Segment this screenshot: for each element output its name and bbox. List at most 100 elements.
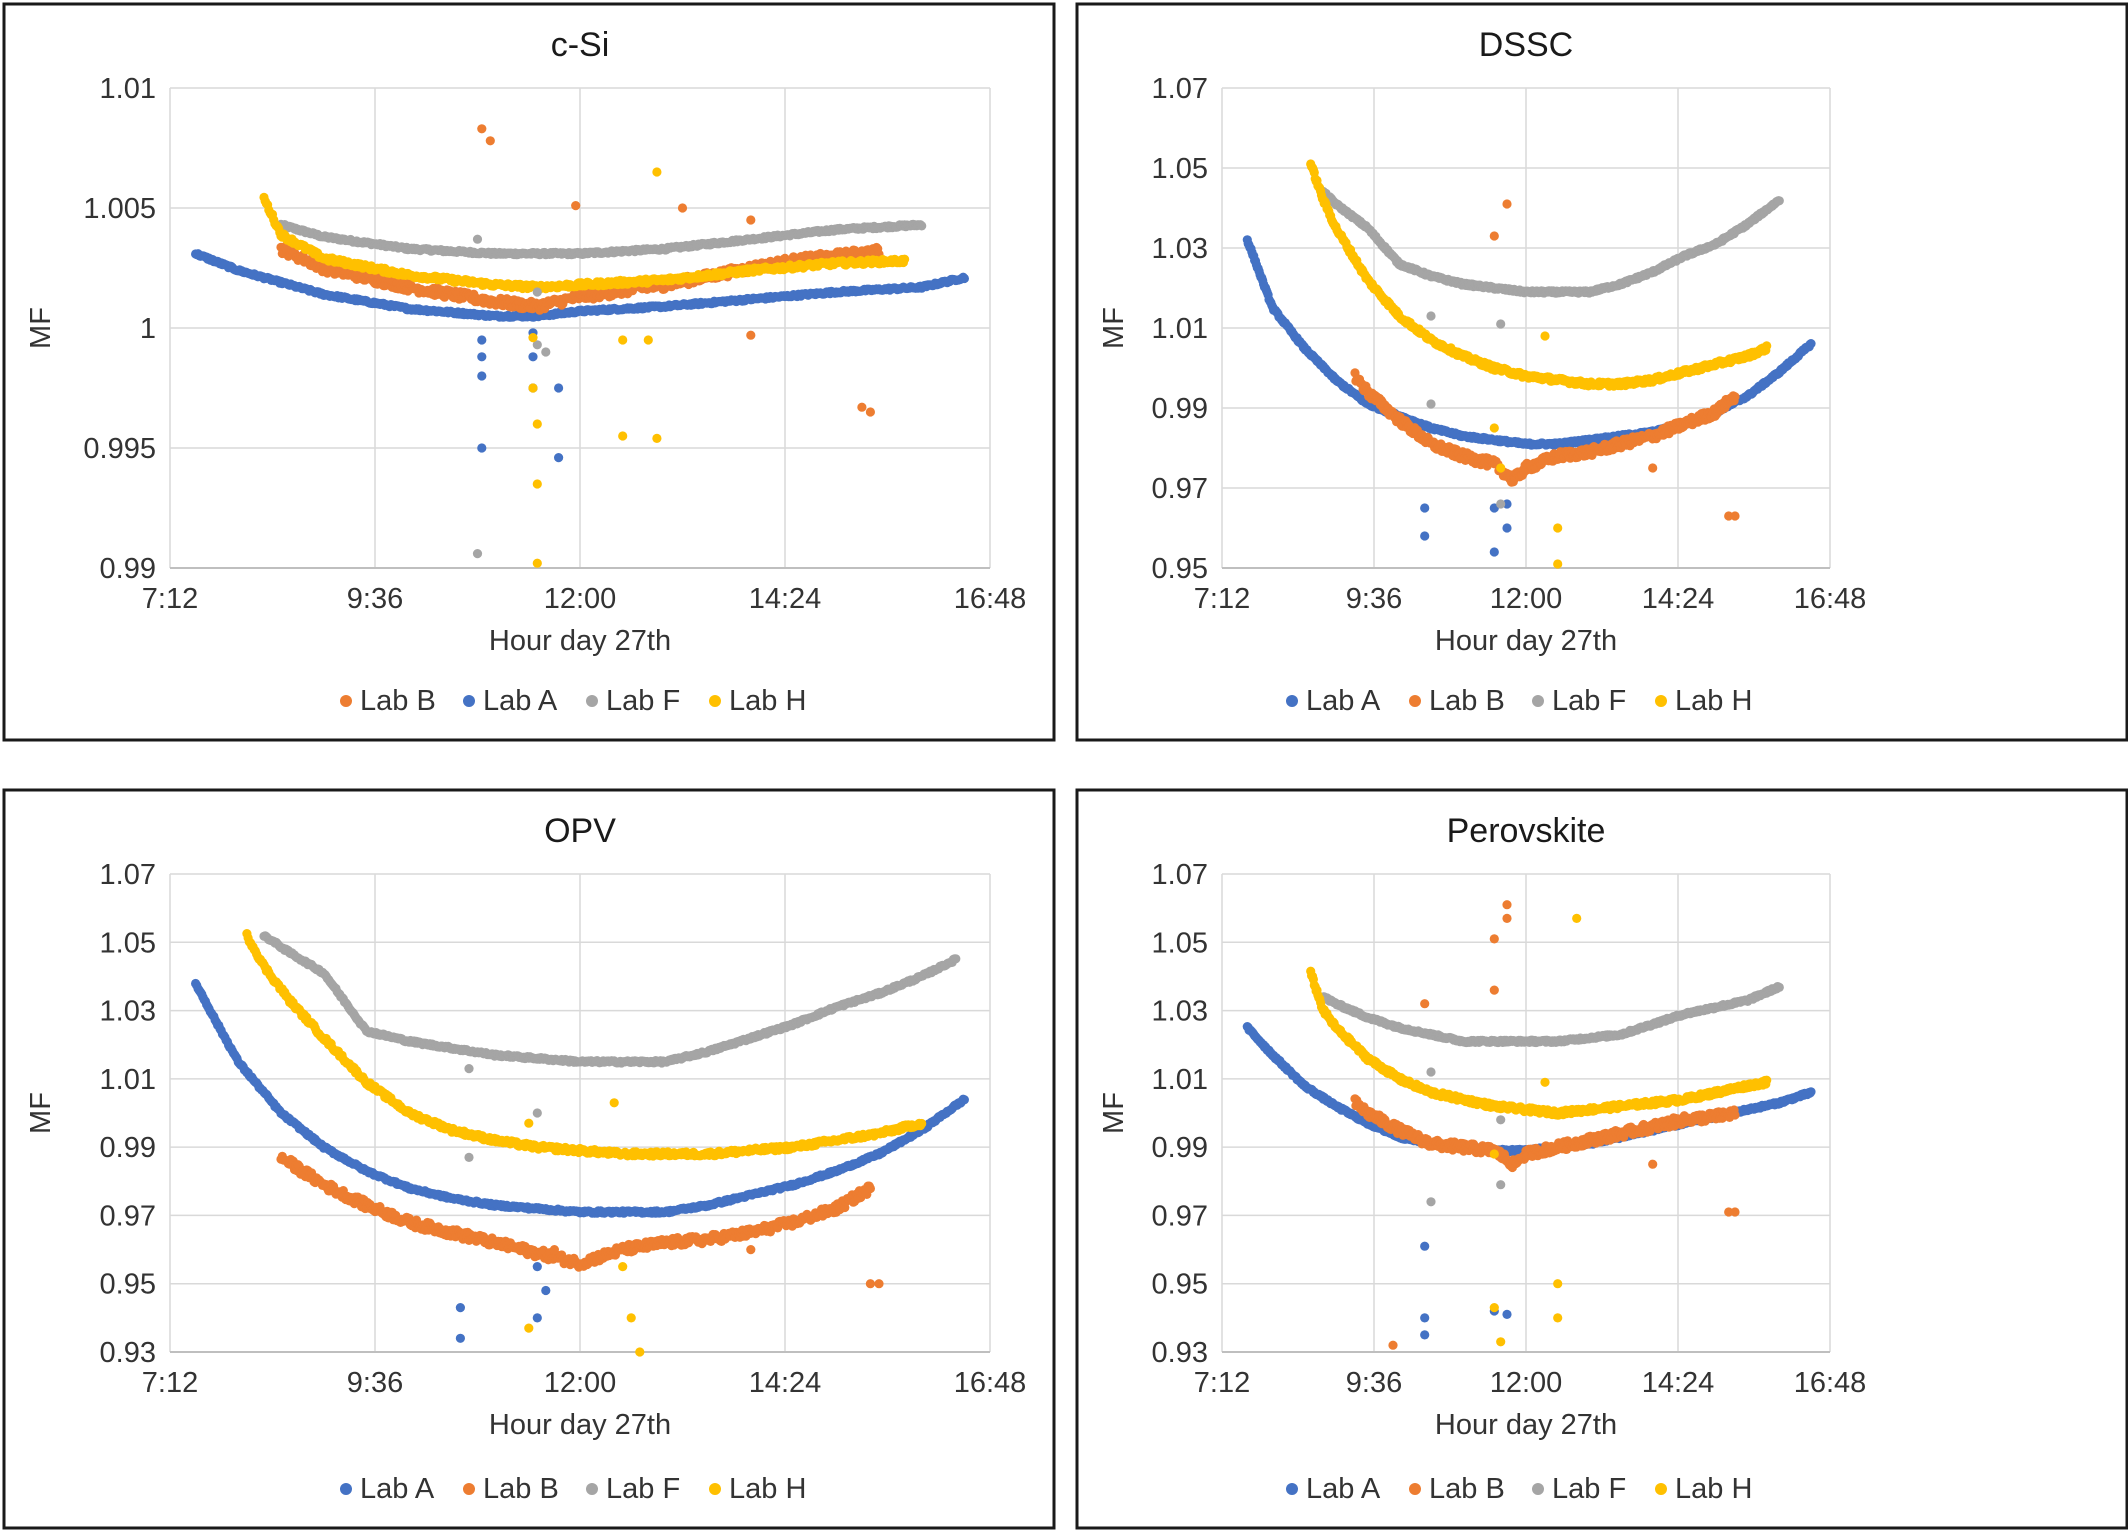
panel-frame — [2, 2, 1056, 742]
outlier-point — [746, 215, 756, 225]
outlier-point — [857, 402, 867, 412]
y-tick-label: 0.93 — [100, 1337, 156, 1369]
data-point — [1774, 196, 1784, 206]
y-tick-label: 0.95 — [100, 1269, 156, 1301]
outlier-point — [677, 203, 688, 213]
outlier-point — [477, 371, 487, 381]
x-tick-label: 14:24 — [749, 583, 822, 615]
legend-entry: Lab F — [606, 685, 680, 717]
y-tick-label: 1.05 — [1152, 153, 1208, 185]
outlier-point — [1496, 499, 1506, 509]
legend-entry: Lab A — [1306, 685, 1381, 717]
x-tick-label: 7:12 — [142, 1367, 198, 1399]
outlier-point — [532, 558, 542, 568]
outlier-point — [1426, 311, 1436, 321]
x-tick-label: 14:24 — [1642, 583, 1715, 615]
legend-marker — [1655, 695, 1667, 707]
outlier-point — [477, 124, 487, 134]
outlier-point — [1540, 331, 1550, 341]
x-tick-label: 12:00 — [544, 583, 617, 615]
outlier-point — [485, 136, 495, 146]
outlier-point — [1553, 523, 1563, 533]
y-tick-label: 0.99 — [100, 1132, 156, 1164]
y-tick-label: 1.07 — [100, 859, 156, 891]
x-tick-label: 9:36 — [1346, 583, 1402, 615]
y-tick-label: 0.99 — [1152, 393, 1208, 425]
x-tick-label: 16:48 — [1794, 583, 1867, 615]
outlier-point — [1420, 531, 1430, 541]
x-axis-label: Hour day 27th — [1435, 625, 1617, 657]
series-lab-a — [191, 249, 970, 322]
y-tick-label: 0.97 — [100, 1200, 156, 1232]
x-tick-label: 14:24 — [749, 1367, 822, 1399]
y-tick-label: 1.01 — [100, 73, 156, 105]
x-axis-label: Hour day 27th — [489, 625, 671, 657]
outlier-point — [1730, 511, 1740, 521]
x-tick-label: 9:36 — [347, 583, 403, 615]
outlier-point — [1553, 559, 1563, 569]
legend-marker — [1409, 695, 1421, 707]
outlier-point — [528, 352, 538, 362]
y-tick-label: 0.99 — [100, 553, 156, 585]
x-tick-label: 7:12 — [142, 583, 198, 615]
outlier-point — [554, 383, 564, 393]
legend-entry: Lab A — [483, 685, 558, 717]
outlier-point — [571, 201, 581, 211]
legend-entry: Lab H — [1675, 685, 1752, 717]
outlier-point — [1648, 463, 1658, 473]
data-point — [1730, 392, 1740, 402]
y-tick-label: 1.01 — [1152, 313, 1208, 345]
x-tick-label: 12:00 — [544, 1367, 617, 1399]
outlier-point — [746, 330, 756, 340]
outlier-point — [1496, 463, 1506, 473]
legend-entry: Lab B — [360, 685, 436, 717]
chart-title: OPV — [544, 812, 616, 850]
outlier-point — [1502, 199, 1512, 209]
outlier-point — [865, 407, 876, 417]
chart-panel: DSSC 0.95 0.97 0.99 1.01 1.03 1.05 1.07 7:12 9:36… — [1075, 2, 2128, 742]
outlier-point — [652, 433, 662, 443]
y-tick-label: 1.07 — [1152, 73, 1208, 105]
data-point — [1762, 341, 1772, 351]
outlier-point — [1420, 503, 1430, 513]
y-tick-label: 1.01 — [100, 1064, 156, 1096]
x-tick-label: 7:12 — [1194, 583, 1250, 615]
outlier-point — [1489, 423, 1499, 433]
outlier-point — [477, 352, 487, 362]
outlier-point — [532, 287, 542, 297]
data-point — [1806, 339, 1816, 349]
y-tick-label: 1.03 — [1152, 233, 1208, 265]
y-tick-label: 1.005 — [83, 193, 156, 225]
data-point — [951, 954, 961, 964]
outlier-point — [477, 443, 487, 453]
data-point — [917, 221, 927, 231]
chart-title: DSSC — [1479, 26, 1573, 64]
legend-marker — [340, 695, 352, 707]
legend-marker — [463, 695, 475, 707]
outlier-point — [477, 335, 487, 345]
outlier-point — [1489, 547, 1499, 557]
y-tick-label: 0.97 — [1152, 473, 1208, 505]
y-axis-label: MF — [1098, 307, 1130, 349]
outlier-point — [652, 167, 662, 177]
y-tick-label: 0.95 — [1152, 553, 1208, 585]
legend-marker — [586, 695, 598, 707]
x-tick-label: 16:48 — [954, 583, 1027, 615]
outlier-point — [528, 333, 538, 343]
y-axis-label: MF — [25, 1092, 57, 1134]
y-tick-label: 0.995 — [83, 433, 156, 465]
legend-entry: Lab B — [1429, 685, 1505, 717]
legend-marker — [1532, 695, 1544, 707]
outlier-point — [554, 453, 564, 463]
data-point — [959, 273, 970, 284]
outlier-point — [532, 479, 542, 489]
y-tick-label: 1.03 — [100, 996, 156, 1028]
x-axis-label: Hour day 27th — [489, 1409, 671, 1441]
outlier-point — [472, 234, 483, 244]
legend-marker — [1286, 695, 1298, 707]
x-tick-label: 12:00 — [1490, 583, 1563, 615]
outlier-point — [1502, 523, 1512, 533]
outlier-point — [1496, 319, 1506, 329]
